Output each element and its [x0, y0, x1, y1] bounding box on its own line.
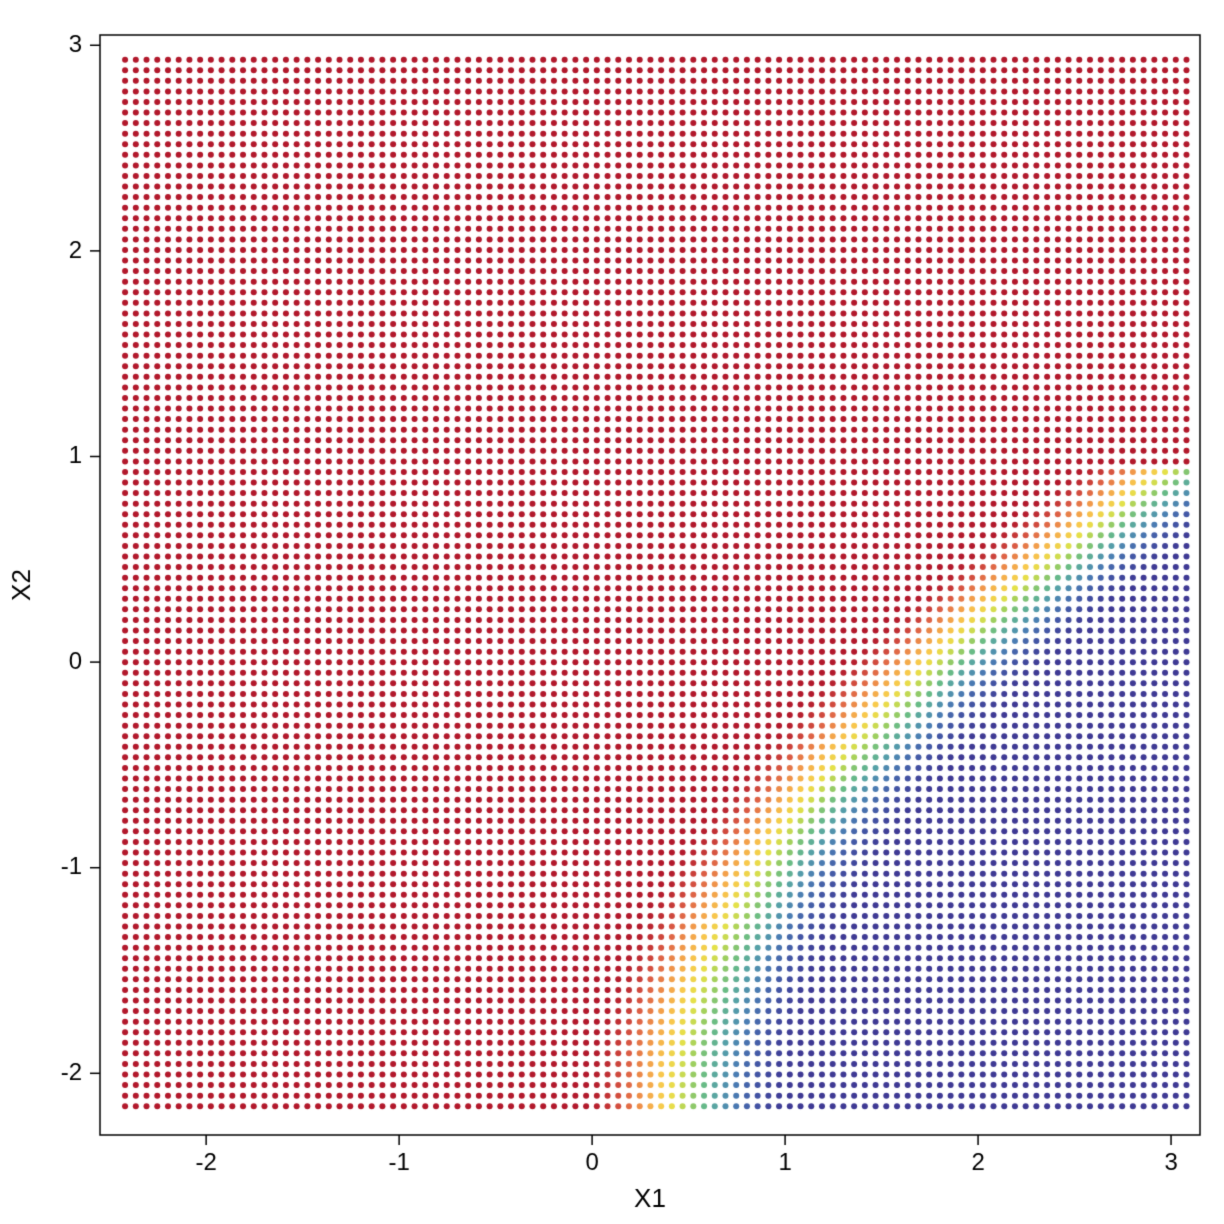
- scatter-heatmap-canvas: [0, 0, 1224, 1224]
- chart-container: X1 X2: [0, 0, 1224, 1224]
